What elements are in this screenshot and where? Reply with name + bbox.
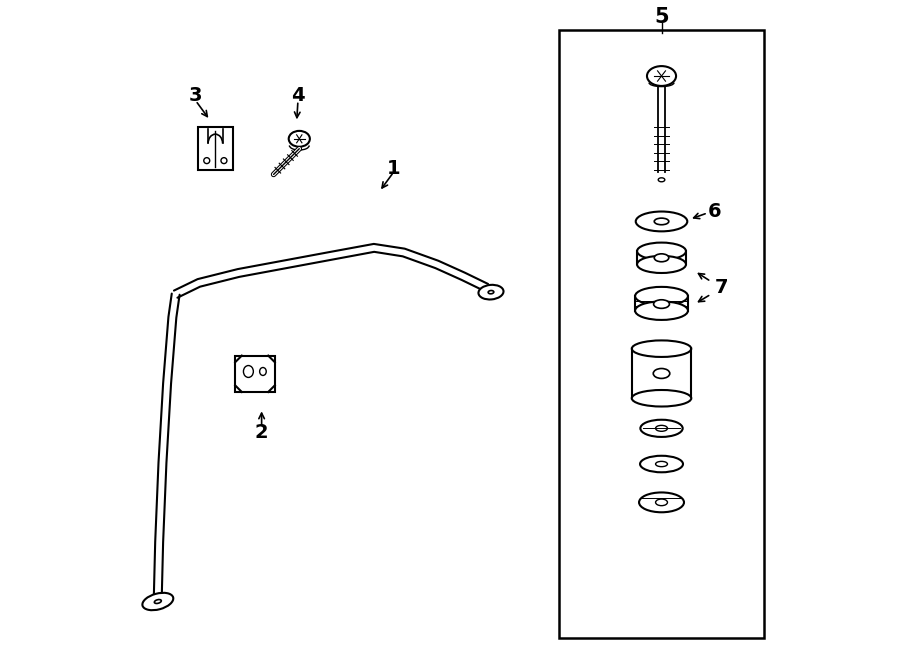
Text: 4: 4 bbox=[292, 87, 305, 105]
Ellipse shape bbox=[655, 499, 668, 506]
Ellipse shape bbox=[203, 158, 210, 163]
Ellipse shape bbox=[658, 178, 665, 182]
Text: 2: 2 bbox=[255, 424, 268, 442]
Ellipse shape bbox=[479, 285, 503, 299]
Bar bbox=[559, 30, 764, 638]
Ellipse shape bbox=[635, 212, 688, 231]
Ellipse shape bbox=[289, 131, 310, 147]
Ellipse shape bbox=[632, 340, 691, 357]
Ellipse shape bbox=[488, 291, 494, 293]
Ellipse shape bbox=[647, 66, 676, 86]
Text: 6: 6 bbox=[707, 202, 721, 221]
Ellipse shape bbox=[221, 158, 227, 163]
Ellipse shape bbox=[635, 287, 688, 305]
Ellipse shape bbox=[654, 254, 669, 262]
Ellipse shape bbox=[632, 390, 691, 407]
Ellipse shape bbox=[243, 366, 254, 377]
Ellipse shape bbox=[655, 426, 668, 432]
Text: 3: 3 bbox=[189, 87, 202, 105]
Bar bbox=[198, 127, 232, 170]
Ellipse shape bbox=[653, 368, 670, 378]
Ellipse shape bbox=[641, 420, 683, 437]
Ellipse shape bbox=[637, 243, 686, 260]
Ellipse shape bbox=[653, 300, 670, 308]
Ellipse shape bbox=[639, 492, 684, 512]
Ellipse shape bbox=[655, 461, 668, 467]
Text: 7: 7 bbox=[715, 278, 728, 297]
Ellipse shape bbox=[142, 593, 174, 610]
Ellipse shape bbox=[654, 218, 669, 225]
Ellipse shape bbox=[155, 600, 161, 603]
Bar bbox=[235, 356, 274, 392]
Ellipse shape bbox=[640, 456, 683, 472]
Text: 5: 5 bbox=[654, 7, 669, 26]
Ellipse shape bbox=[635, 301, 688, 320]
Ellipse shape bbox=[637, 256, 686, 273]
Text: 1: 1 bbox=[387, 159, 400, 178]
Ellipse shape bbox=[259, 368, 266, 375]
Bar bbox=[632, 349, 691, 398]
